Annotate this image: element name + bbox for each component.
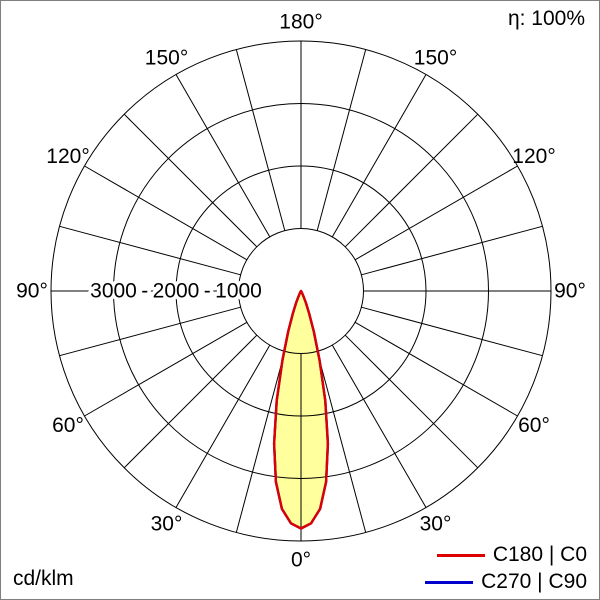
grid-spoke bbox=[59, 306, 241, 357]
grid-spoke bbox=[354, 165, 518, 261]
gamma-label: 60° bbox=[518, 414, 550, 437]
grid-spoke bbox=[354, 321, 518, 417]
gamma-label: 120° bbox=[512, 145, 555, 168]
polar-grid bbox=[50, 40, 552, 542]
gamma-label: 150° bbox=[414, 47, 457, 70]
gamma-label: 90° bbox=[16, 280, 48, 303]
grid-spoke bbox=[84, 165, 248, 261]
grid-spoke bbox=[344, 334, 479, 469]
legend-item-c0: C180 | C0 bbox=[425, 543, 587, 566]
grid-spoke bbox=[331, 344, 427, 508]
legend-label-c0: C180 | C0 bbox=[492, 543, 587, 566]
unit-label: cd/klm bbox=[13, 567, 74, 590]
radial-tick-separator: - bbox=[204, 280, 211, 303]
gamma-label: 150° bbox=[145, 47, 188, 70]
curve-strokes bbox=[272, 289, 330, 530]
gamma-label: 180° bbox=[279, 11, 322, 34]
axis-labels: 0° 30° 30° 60° 60° 90° 90° 120° 120° 150° 150° 180°… bbox=[16, 11, 586, 572]
efficiency-label: η: 100% bbox=[507, 7, 585, 30]
legend-line-c0 bbox=[436, 553, 485, 557]
legend-item-c90: C270 | C90 bbox=[425, 570, 587, 593]
grid-spoke bbox=[175, 344, 271, 508]
gamma-label: 90° bbox=[554, 280, 586, 303]
gamma-label: 30° bbox=[151, 513, 183, 536]
grid-spoke bbox=[175, 74, 271, 238]
grid-spoke bbox=[331, 74, 427, 238]
grid-spoke bbox=[316, 49, 367, 231]
beam-curve bbox=[272, 289, 330, 530]
legend-label-c90: C270 | C90 bbox=[481, 570, 587, 593]
grid-spoke bbox=[361, 306, 543, 357]
grid-spoke bbox=[123, 113, 258, 248]
legend: C180 | C0 C270 | C90 bbox=[425, 543, 587, 593]
radial-tick-label: 3000 bbox=[90, 280, 137, 303]
grid-spoke bbox=[361, 225, 543, 276]
legend-line-c90 bbox=[425, 580, 474, 584]
grid-spoke bbox=[84, 321, 248, 417]
grid-spoke bbox=[123, 334, 258, 469]
radial-tick-separator: - bbox=[141, 280, 148, 303]
gamma-label: 60° bbox=[52, 414, 84, 437]
grid-spoke bbox=[59, 225, 241, 276]
grid-spoke bbox=[316, 351, 367, 533]
grid-spoke bbox=[235, 351, 286, 533]
gamma-label: 120° bbox=[46, 145, 89, 168]
radial-tick-label: 1000 bbox=[215, 280, 262, 303]
gamma-label: 30° bbox=[420, 513, 452, 536]
grid-spoke bbox=[344, 113, 479, 248]
grid-spoke bbox=[235, 49, 286, 231]
radial-tick-label: 2000 bbox=[153, 280, 200, 303]
gamma-label: 0° bbox=[291, 549, 311, 572]
